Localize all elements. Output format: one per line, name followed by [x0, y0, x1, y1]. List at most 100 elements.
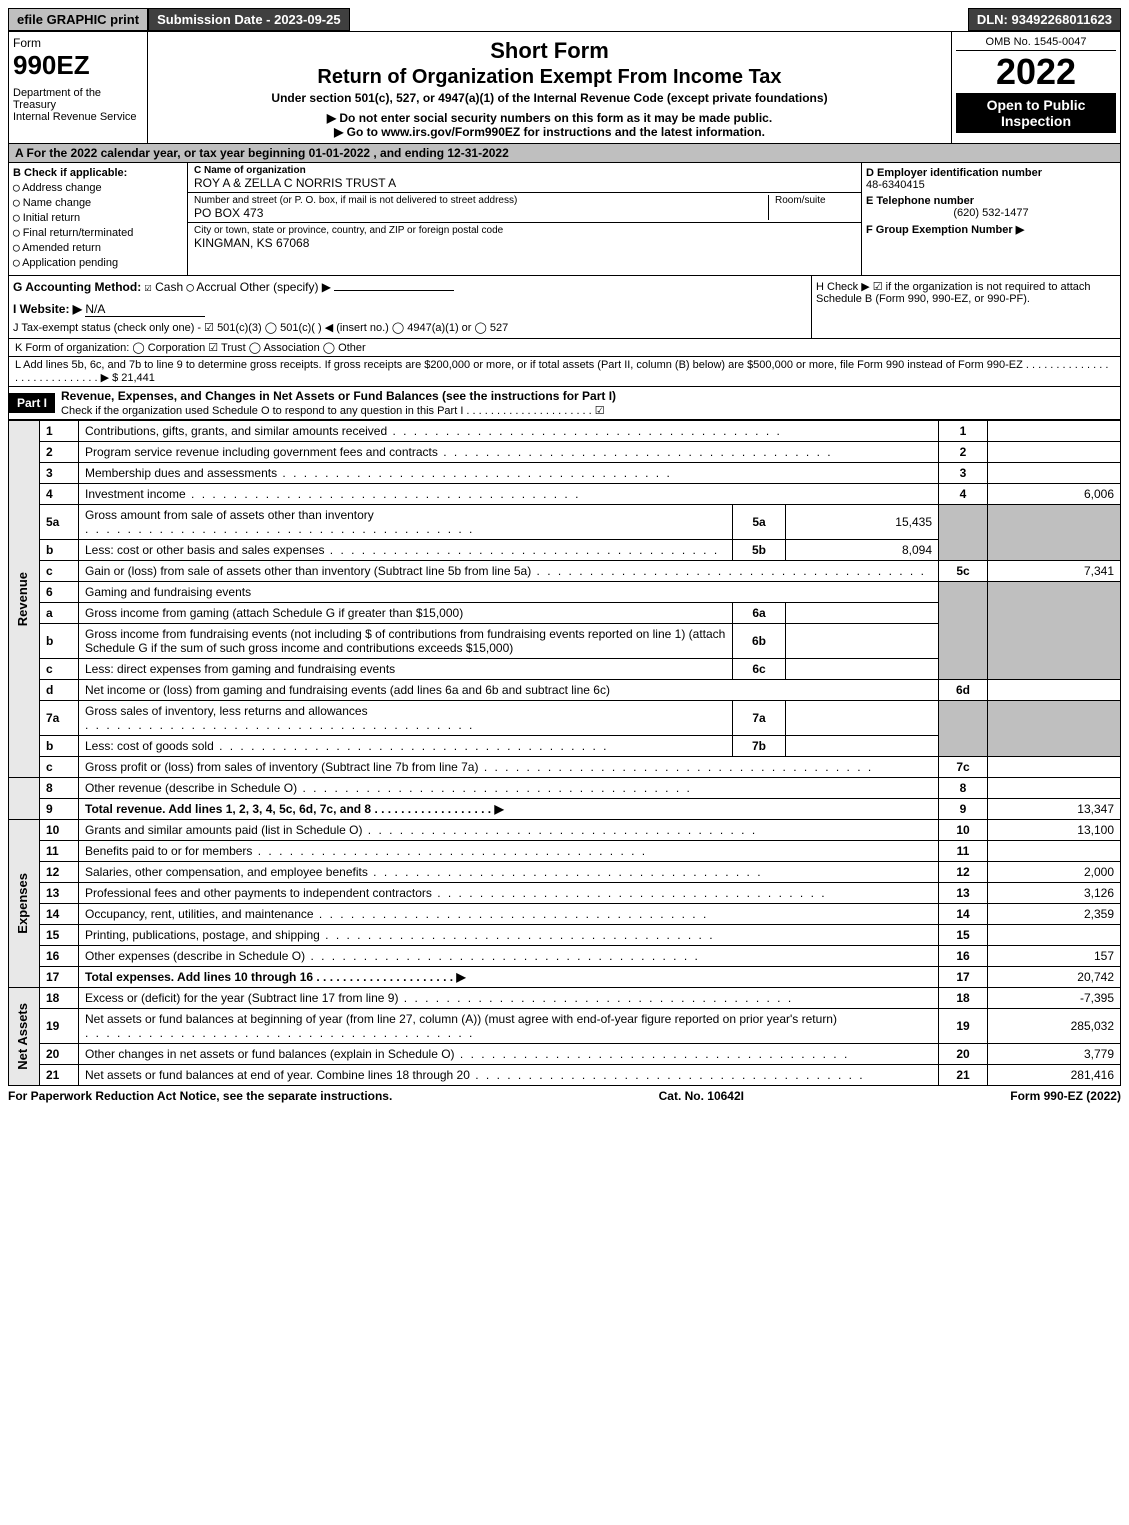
form-label: Form	[13, 36, 143, 50]
line-4-desc: Investment income	[85, 487, 186, 501]
line-15-amount	[988, 925, 1121, 946]
line-7b-desc: Less: cost of goods sold	[85, 739, 214, 753]
org-info-block: B Check if applicable: ◯ Address change …	[8, 163, 1121, 276]
line-10-ref: 10	[939, 820, 988, 841]
line-6a-num: a	[40, 603, 79, 624]
note-link[interactable]: ▶ Go to www.irs.gov/Form990EZ for instru…	[152, 125, 947, 139]
accounting-other: Other (specify) ▶	[240, 280, 331, 294]
omb-number: OMB No. 1545-0047	[956, 36, 1116, 51]
shade-7-amt	[988, 701, 1121, 757]
line-5b-sub: 5b	[733, 540, 786, 561]
part1-check-text: Check if the organization used Schedule …	[61, 405, 605, 417]
line-19-ref: 19	[939, 1009, 988, 1044]
form-number: 990EZ	[13, 50, 143, 81]
phone-value: (620) 532-1477	[866, 207, 1116, 219]
line-20-num: 20	[40, 1044, 79, 1065]
chk-address-change[interactable]: ◯ Address change	[13, 181, 183, 194]
line-15-ref: 15	[939, 925, 988, 946]
line-12-ref: 12	[939, 862, 988, 883]
line-7a-desc: Gross sales of inventory, less returns a…	[85, 704, 368, 718]
line-15-desc: Printing, publications, postage, and shi…	[85, 928, 320, 942]
line-7c-amount	[988, 757, 1121, 778]
line-5c-desc: Gain or (loss) from sale of assets other…	[85, 564, 531, 578]
line-7b-num: b	[40, 736, 79, 757]
line-6-num: 6	[40, 582, 79, 603]
line-8-amount	[988, 778, 1121, 799]
line-6b-subval	[786, 624, 939, 659]
line-6c-sub: 6c	[733, 659, 786, 680]
line-3-num: 3	[40, 463, 79, 484]
line-4-num: 4	[40, 484, 79, 505]
line-11-num: 11	[40, 841, 79, 862]
revenue-sidebar: Revenue	[9, 421, 40, 778]
section-b-label: B Check if applicable:	[13, 167, 183, 179]
street-label: Number and street (or P. O. box, if mail…	[194, 195, 768, 206]
line-14-desc: Occupancy, rent, utilities, and maintena…	[85, 907, 314, 921]
line-5b-desc: Less: cost or other basis and sales expe…	[85, 543, 324, 557]
chk-amended-return[interactable]: ◯ Amended return	[13, 241, 183, 254]
part1-title: Revenue, Expenses, and Changes in Net As…	[61, 389, 616, 403]
section-b: B Check if applicable: ◯ Address change …	[9, 163, 188, 275]
line-6d-ref: 6d	[939, 680, 988, 701]
line-21-amount: 281,416	[988, 1065, 1121, 1086]
line-1-amount	[988, 421, 1121, 442]
line-18-desc: Excess or (deficit) for the year (Subtra…	[85, 991, 398, 1005]
line-5a-sub: 5a	[733, 505, 786, 540]
line-12-desc: Salaries, other compensation, and employ…	[85, 865, 368, 879]
line-8-num: 8	[40, 778, 79, 799]
chk-application-pending[interactable]: ◯ Application pending	[13, 256, 183, 269]
line-17-num: 17	[40, 967, 79, 988]
expenses-sidebar: Expenses	[9, 820, 40, 988]
line-11-amount	[988, 841, 1121, 862]
line-4-ref: 4	[939, 484, 988, 505]
title-return: Return of Organization Exempt From Incom…	[152, 66, 947, 89]
efile-label[interactable]: efile GRAPHIC print	[8, 8, 148, 31]
other-specify-input[interactable]	[334, 290, 454, 291]
line-13-num: 13	[40, 883, 79, 904]
chk-cash[interactable]: ☑	[145, 280, 152, 294]
line-19-amount: 285,032	[988, 1009, 1121, 1044]
part1-badge: Part I	[9, 393, 55, 413]
dln-label: DLN: 93492268011623	[968, 8, 1121, 31]
chk-final-return[interactable]: ◯ Final return/terminated	[13, 226, 183, 239]
section-j: J Tax-exempt status (check only one) - ☑…	[13, 321, 807, 334]
line-3-desc: Membership dues and assessments	[85, 466, 277, 480]
line-16-desc: Other expenses (describe in Schedule O)	[85, 949, 305, 963]
line-18-amount: -7,395	[988, 988, 1121, 1009]
line-13-desc: Professional fees and other payments to …	[85, 886, 432, 900]
line-6b-sub: 6b	[733, 624, 786, 659]
section-c: C Name of organization ROY A & ZELLA C N…	[188, 163, 861, 275]
footer-mid: Cat. No. 10642I	[659, 1089, 744, 1103]
shade-5ab-amt	[988, 505, 1121, 561]
line-6-desc: Gaming and fundraising events	[79, 582, 939, 603]
line-13-amount: 3,126	[988, 883, 1121, 904]
accounting-label: G Accounting Method:	[13, 280, 141, 294]
line-7c-num: c	[40, 757, 79, 778]
line-14-amount: 2,359	[988, 904, 1121, 925]
note-ssn: ▶ Do not enter social security numbers o…	[152, 111, 947, 125]
line-17-desc: Total expenses. Add lines 10 through 16 …	[85, 970, 466, 984]
line-18-ref: 18	[939, 988, 988, 1009]
line-21-num: 21	[40, 1065, 79, 1086]
org-name: ROY A & ZELLA C NORRIS TRUST A	[194, 176, 396, 190]
line-5c-amount: 7,341	[988, 561, 1121, 582]
line-1-ref: 1	[939, 421, 988, 442]
chk-initial-return[interactable]: ◯ Initial return	[13, 211, 183, 224]
line-7a-num: 7a	[40, 701, 79, 736]
line-16-ref: 16	[939, 946, 988, 967]
line-17-ref: 17	[939, 967, 988, 988]
line-7b-sub: 7b	[733, 736, 786, 757]
line-8-ref: 8	[939, 778, 988, 799]
chk-accrual[interactable]: ◯	[186, 280, 193, 294]
website-label: I Website: ▶	[13, 302, 82, 316]
line-6b-num: b	[40, 624, 79, 659]
line-1-desc: Contributions, gifts, grants, and simila…	[85, 424, 387, 438]
phone-label: E Telephone number	[866, 195, 1116, 207]
line-5c-num: c	[40, 561, 79, 582]
line-5b-subval: 8,094	[786, 540, 939, 561]
line-9-amount: 13,347	[988, 799, 1121, 820]
chk-name-change[interactable]: ◯ Name change	[13, 196, 183, 209]
line-9-desc: Total revenue. Add lines 1, 2, 3, 4, 5c,…	[85, 802, 504, 816]
line-5a-subval: 15,435	[786, 505, 939, 540]
line-1-num: 1	[40, 421, 79, 442]
